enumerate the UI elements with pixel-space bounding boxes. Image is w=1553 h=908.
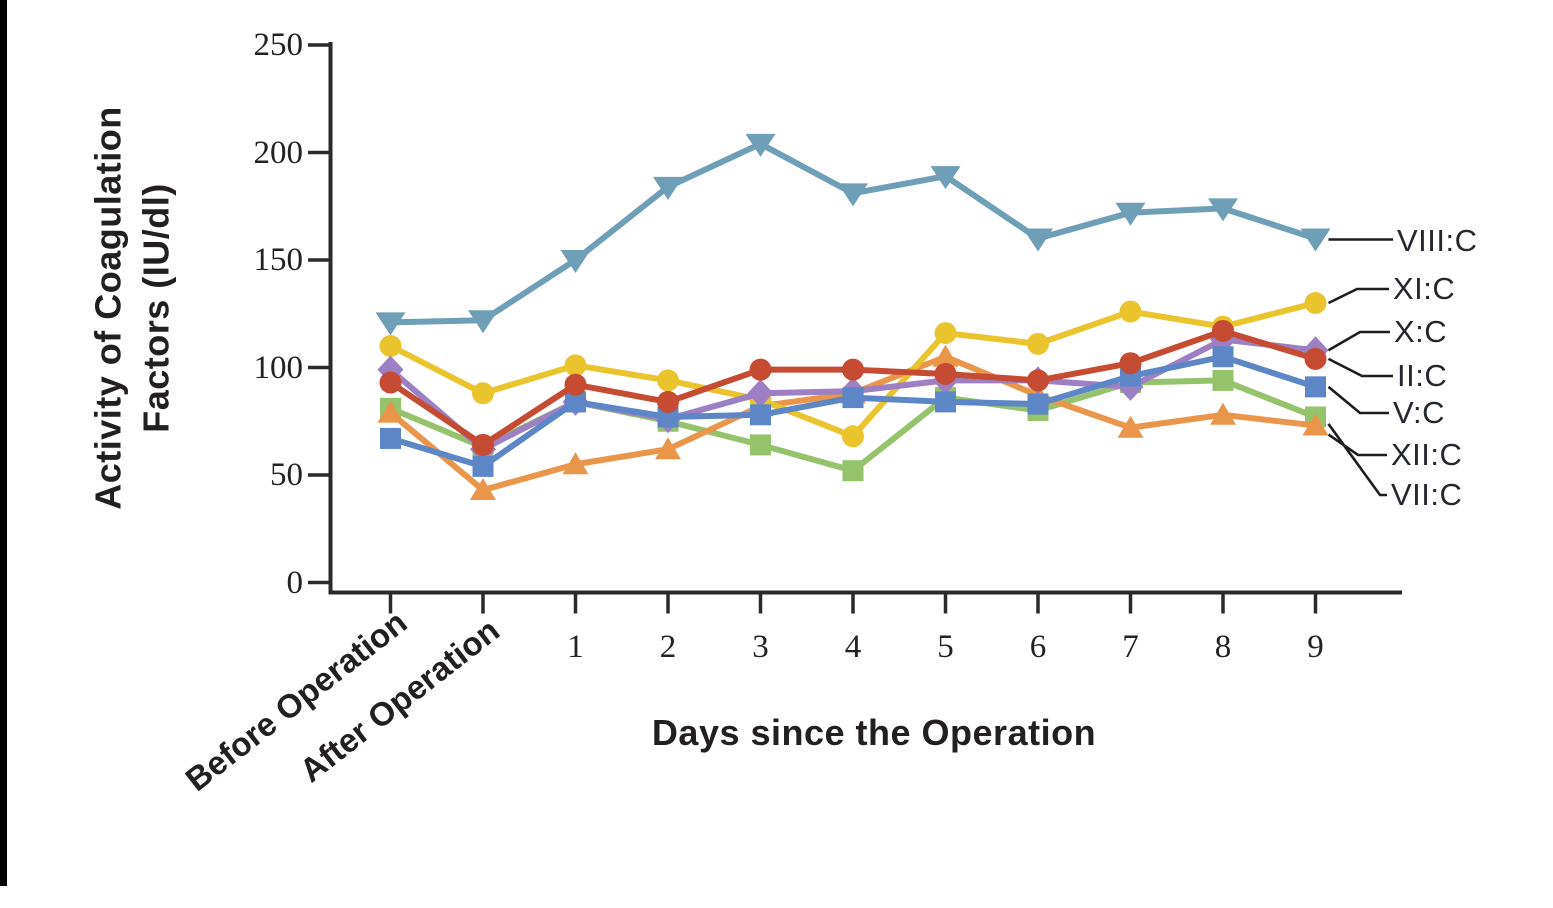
connector-VII:C [1327,423,1387,497]
series-name-label-XI:C: XI:C [1393,271,1456,306]
data-point-triangle-down [468,310,498,334]
series-name-label-V:C: V:C [1393,395,1446,430]
axes [308,42,1402,614]
x-tick-label-5: 5 [937,629,954,665]
data-point-square [1027,393,1049,415]
data-point-triangle-up [1210,402,1236,425]
series-name-label-II:C: II:C [1397,358,1448,393]
data-point-circle [1304,292,1327,314]
series-name-label-XII:C: XII:C [1391,437,1463,472]
data-point-square [750,404,771,426]
connector-X:C [1327,330,1390,352]
data-point-triangle-down [838,183,868,207]
y-tick-label-0: 0 [286,564,304,601]
x-tick-label-8: 8 [1214,629,1232,665]
data-point-circle [472,433,494,456]
data-point-triangle-up [1117,415,1144,438]
series-name-label-VIII:C: VIII:C [1397,223,1478,258]
label-connectors [1327,238,1393,497]
data-point-triangle-up [562,452,589,475]
y-tick-label-50: 50 [270,457,303,493]
y-tick-label-100: 100 [253,349,304,386]
y-tick-label-200: 200 [253,134,304,171]
x-tick-label-6: 6 [1029,629,1047,665]
data-point-triangle-up [655,437,681,460]
data-point-circle [1119,352,1142,375]
data-point-square [842,387,864,409]
data-point-triangle-down [930,166,961,190]
data-point-triangle-up [932,344,959,367]
data-point-circle [934,362,957,385]
data-point-circle [934,322,957,345]
x-tick-label-3: 3 [752,629,769,665]
data-point-circle [472,382,494,405]
data-point-triangle-down [1300,228,1331,252]
data-point-square [657,406,679,428]
x-tick-label-7: 7 [1122,629,1139,665]
data-point-circle [1119,300,1142,323]
data-point-circle [564,373,587,396]
data-point-square [935,391,956,413]
data-point-square [565,391,586,413]
data-point-circle [657,369,679,392]
connector-II:C [1327,357,1393,378]
data-point-triangle-down [375,312,406,336]
data-point-triangle-down [745,133,776,157]
series-II:C [379,319,1327,456]
data-point-circle [1212,319,1234,342]
data-point-triangle-up [1302,413,1329,436]
series-name-label-VII:C: VII:C [1391,477,1463,512]
y-tick-label-250: 250 [253,27,304,63]
data-point-circle [564,354,587,377]
data-point-circle [379,335,402,357]
series-name-label-X:C: X:C [1394,314,1448,349]
data-point-triangle-down [1023,228,1053,252]
data-point-square [750,434,771,456]
data-point-square [1212,346,1234,368]
data-point-triangle-up [377,400,404,423]
x-axis-title: Days since the Operation [651,712,1097,753]
series-line [387,140,1319,326]
data-point-circle [379,371,402,394]
data-point-diamond [747,379,774,408]
data-point-triangle-down [1208,198,1238,222]
x-tick-label-9: 9 [1307,629,1324,665]
y-tick-label-150: 150 [253,242,304,278]
data-point-triangle-up [470,478,496,501]
y-axis-title: Activity of Coagulation Factors (IU/dl) [87,106,176,510]
data-point-circle [749,358,772,381]
x-tick-label-4: 4 [844,629,862,665]
x-tick-label-2: 2 [659,629,677,665]
data-point-circle [842,425,864,448]
data-point-circle [1027,369,1049,392]
data-point-triangle-down [653,176,683,200]
data-point-triangle-down [560,250,591,273]
connector-XII:C [1327,433,1387,457]
data-point-circle [842,358,864,381]
data-point-square [1212,369,1234,391]
data-point-circle [657,390,679,413]
connector-V:C [1327,385,1389,415]
data-point-triangle-down [1115,202,1146,226]
data-point-square [1305,376,1326,398]
connector-XI:C [1327,287,1389,305]
data-point-circle [1027,332,1049,355]
data-point-circle [1304,347,1327,370]
left-edge-bar [0,0,7,886]
x-tick-label-1: 1 [567,629,584,665]
data-point-square [380,427,401,449]
data-point-square [842,460,864,482]
series-VIII:C [375,133,1331,336]
data-point-square [472,455,494,477]
